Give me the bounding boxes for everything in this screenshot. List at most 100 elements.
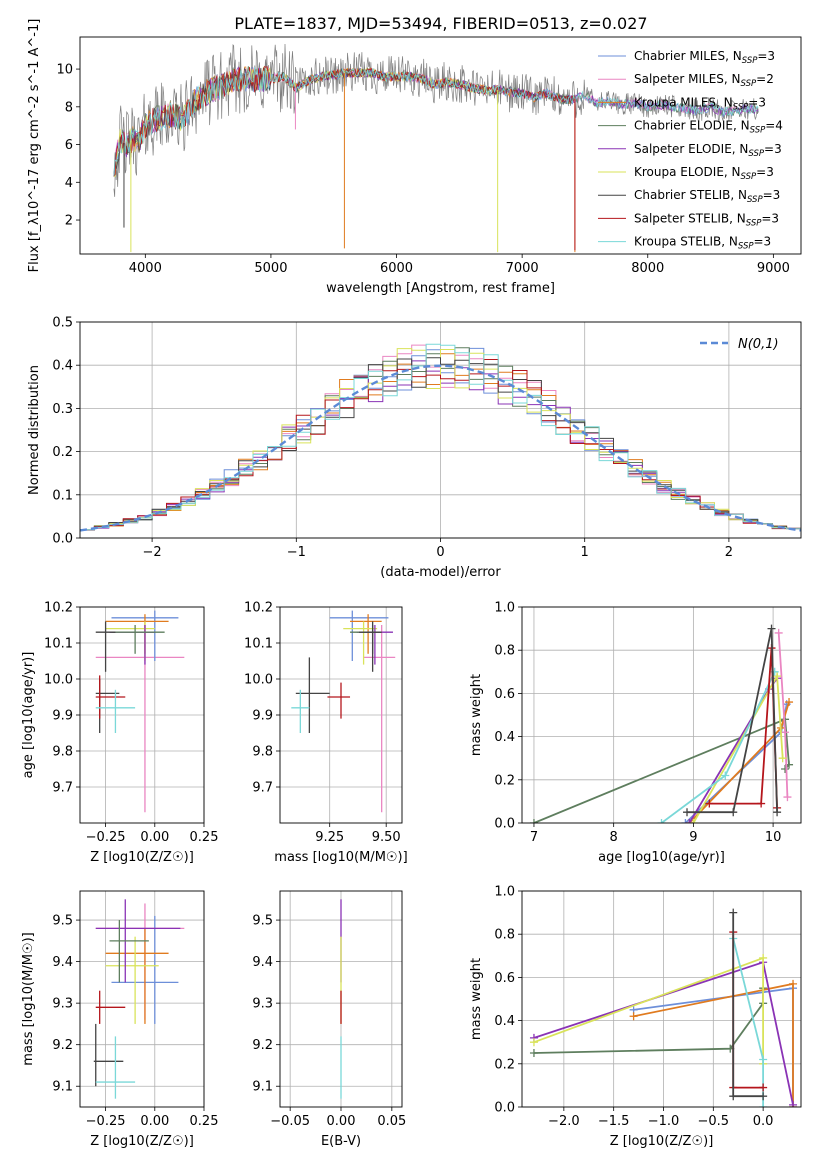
residuals-ylabel: Normed distribution	[27, 365, 42, 495]
legend-label-text: Chabrier ELODIE, N	[634, 119, 750, 133]
weight-series-line	[533, 717, 790, 823]
legend-label-text: Kroupa MILES, N	[634, 95, 733, 109]
weight_vs_Z-ylabel: mass weight	[469, 958, 484, 1040]
legend-label-text: Kroupa ELODIE, N	[634, 165, 741, 179]
weight_vs_Z-ytick-label: 0.4	[494, 1014, 515, 1029]
weight_vs_age-ytick-label: 1.0	[494, 601, 515, 616]
legend-label: Kroupa STELIB, NSSP=3	[634, 235, 771, 252]
age_vs_mass-xlabel: mass [log10(M/M☉)]	[274, 850, 407, 865]
age_vs_mass-frame	[279, 606, 403, 824]
weight_vs_Z-panel: −2.0 −1.5 −1.0 −0.5 0.0 0.0 0.2 0.4 0.6 0.8 1.0 Z […	[469, 885, 802, 1149]
age_vs_Z-xtick-label: 0.00	[140, 830, 169, 845]
age_vs_mass-xtick-label: 9.50	[372, 830, 401, 845]
residuals-ytick-label: 0.1	[52, 488, 73, 503]
spectrum-xtick-label: 9000	[757, 261, 790, 276]
residuals-xtick-label: 2	[725, 545, 733, 560]
weight-series-line	[687, 628, 778, 814]
residuals-ytick-label: 0.5	[52, 316, 73, 331]
spectrum-ytick-label: 10	[56, 63, 73, 78]
weight-point-marker	[721, 771, 730, 780]
weight-point-marker	[781, 728, 790, 737]
mass_vs_Z-ytick-label: 9.5	[52, 914, 73, 929]
mass_vs_ebv-xtick-label: −0.05	[270, 1114, 310, 1129]
spectrum-ytick-label: 2	[65, 214, 73, 229]
age_vs_mass-xtick-label: 9.25	[315, 830, 344, 845]
mass_vs_Z-ytick-label: 9.1	[52, 1080, 73, 1095]
spectrum-xlabel: wavelength [Angstrom, rest frame]	[326, 281, 555, 296]
legend-label: Salpeter STELIB, NSSP=3	[634, 211, 779, 228]
legend-label-sub: SSP	[742, 56, 758, 66]
mass_vs_ebv-ytick-label: 9.2	[252, 1038, 273, 1053]
weight_vs_Z-xtick-label: −0.5	[698, 1114, 730, 1129]
weight_vs_age-xlabel: age [log10(age/yr)]	[598, 850, 725, 865]
weight_vs_age-panel: 7 8 9 10 0.0 0.2 0.4 0.6 0.8 1.0 age [log10(age/yr…	[469, 601, 802, 865]
weight-point-marker	[767, 624, 776, 633]
charts: 4000 5000 6000 7000 8000 9000246810wavelength…	[21, 19, 802, 1149]
weight_vs_age-ylabel: mass weight	[469, 674, 484, 756]
weight_vs_age-ytick-label: 0.4	[494, 730, 515, 745]
age_vs_mass-ytick-label: 9.8	[252, 745, 273, 760]
weight-point-marker	[529, 819, 538, 823]
weight_vs_Z-ytick-label: 0.0	[494, 1101, 515, 1116]
weight-point-marker	[789, 979, 798, 988]
mass_vs_ebv-ytick-label: 9.4	[252, 955, 273, 970]
histogram-step-line	[80, 343, 801, 531]
legend-label-suffix: =3	[754, 235, 772, 249]
weight_vs_age-plot-area	[529, 624, 794, 823]
mass_vs_Z-xtick-label: −0.25	[86, 1114, 126, 1129]
weight_vs_age-grid	[522, 606, 801, 824]
legend-label-sub: SSP	[747, 195, 763, 205]
age_vs_Z-xtick-label: 0.25	[190, 830, 219, 845]
mass_vs_ebv-xtick-label: 0.05	[377, 1114, 406, 1129]
legend-label: Chabrier STELIB, NSSP=3	[634, 188, 780, 205]
weight-point-marker	[759, 953, 768, 962]
age_vs_mass-ytick-label: 9.9	[252, 709, 273, 724]
weight-point-marker	[783, 793, 792, 802]
mass_vs_Z-grid	[80, 891, 205, 1107]
weight_vs_age-ytick-label: 0.8	[494, 644, 515, 659]
legend-label-sub: SSP	[748, 149, 764, 159]
age_vs_Z-ytick-label: 9.8	[52, 745, 73, 760]
spectrum-xtick-label: 5000	[254, 261, 287, 276]
spectrum-xtick-label: 7000	[506, 261, 539, 276]
mass_vs_Z-xtick-label: 0.00	[140, 1114, 169, 1129]
weight-point-marker	[759, 1055, 768, 1064]
weight_vs_Z-grid	[522, 890, 801, 1108]
weight-point-marker	[759, 1083, 768, 1092]
weight_vs_age-xtick-label: 9	[689, 830, 697, 845]
mass_vs_ebv-xtick-label: 0.00	[327, 1114, 356, 1129]
legend-label-text: Salpeter STELIB, N	[634, 211, 746, 225]
residuals-xlabel: (data-model)/error	[380, 565, 501, 580]
legend-label-suffix: =4	[765, 119, 783, 133]
age_vs_Z-ylabel: age [log10(age/yr)]	[21, 652, 36, 779]
legend-label-sub: SSP	[746, 218, 762, 228]
weight_vs_Z-xtick-label: 0.0	[753, 1114, 774, 1129]
legend-label-suffix: =3	[764, 142, 782, 156]
mass_vs_Z-panel: −0.25 0.00 0.25 9.1 9.2 9.3 9.4 9.5 Z [log10(Z/Z…	[21, 890, 218, 1149]
legend-label: Chabrier ELODIE, NSSP=4	[634, 119, 783, 136]
weight-point-marker	[759, 1103, 768, 1107]
weight_vs_Z-ytick-label: 0.6	[494, 971, 515, 986]
weight_vs_Z-xtick-label: −2.0	[548, 1114, 580, 1129]
weight-point-marker	[778, 754, 787, 763]
weight-point-marker	[681, 819, 690, 823]
legend-label: Chabrier MILES, NSSP=3	[634, 49, 775, 66]
weight-series-line	[732, 912, 764, 1098]
mass_vs_Z-ytick-label: 9.2	[52, 1038, 73, 1053]
residuals-legend: N(0,1)	[700, 337, 779, 352]
weight-point-marker	[785, 698, 794, 707]
age_vs_Z-ytick-label: 10.0	[44, 673, 73, 688]
mass_vs_ebv-xlabel: E(B-V)	[321, 1134, 361, 1149]
weight-point-marker	[781, 765, 790, 773]
legend-label-suffix: =3	[757, 49, 775, 63]
mass_vs_Z-xlabel: Z [log10(Z/Z☉)]	[90, 1134, 194, 1149]
legend-label-text: Salpeter MILES, N	[634, 72, 741, 86]
spectrum-xtick-label: 6000	[380, 261, 413, 276]
weight-point-marker	[759, 1092, 768, 1101]
mass_vs_ebv-ytick-label: 9.3	[252, 997, 273, 1012]
legend-label-suffix: =3	[748, 95, 766, 109]
weight_vs_Z-ytick-label: 0.2	[494, 1057, 515, 1072]
spectrum-xtick-label: 8000	[631, 261, 664, 276]
